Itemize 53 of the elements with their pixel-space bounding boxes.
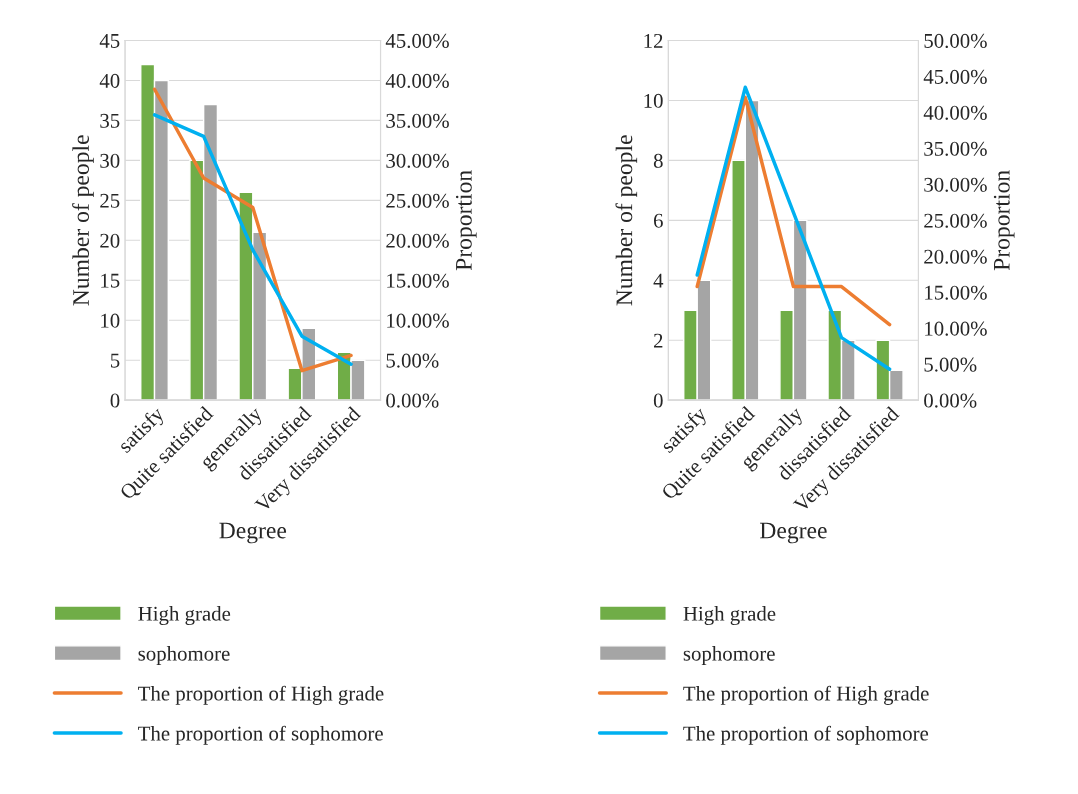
- y2-tick-label: 35.00%: [924, 141, 987, 156]
- y-tick-label: 20: [100, 233, 120, 248]
- y2-tick-label: 20.00%: [386, 233, 449, 248]
- legend-label: sophomore: [138, 646, 230, 665]
- y2-tick-label: 40.00%: [385, 73, 449, 88]
- y2-axis-title: Proportion: [455, 170, 477, 271]
- y2-tick-label: 50.00%: [924, 33, 987, 49]
- y2-tick-label: 20.00%: [924, 249, 987, 264]
- legend-label: The proportion of High grade: [138, 685, 384, 705]
- y2-tick-label: 45.00%: [923, 69, 987, 84]
- x-axis-title: Degree: [760, 522, 827, 544]
- y-axis-title: Number of people: [72, 135, 94, 306]
- y-tick-label: 15: [101, 273, 120, 288]
- y2-tick-label: 10.00%: [387, 313, 449, 328]
- legend-label: sophomore: [683, 646, 775, 665]
- y-tick-label: 45: [99, 34, 120, 48]
- y-tick-label: 12: [644, 33, 663, 48]
- y2-tick-label: 30.00%: [924, 177, 987, 192]
- x-axis-title: Degree: [219, 522, 287, 544]
- y2-tick-label: 40.00%: [923, 105, 987, 120]
- y-tick-label: 8: [653, 153, 663, 168]
- y-tick-label: 5: [110, 353, 120, 368]
- y2-tick-label: 0.00%: [924, 393, 977, 408]
- legend-label: The proportion of sophomore: [683, 725, 929, 745]
- y-tick-label: 6: [653, 213, 663, 228]
- y2-tick-label: 5.00%: [924, 357, 977, 372]
- y-axis-title: Number of people: [615, 135, 638, 306]
- y-tick-label: 2: [654, 333, 663, 348]
- y2-tick-label: 0.00%: [386, 393, 439, 408]
- y-tick-label: 30: [100, 153, 120, 168]
- y2-tick-label: 45.00%: [385, 33, 449, 49]
- legend-label: High grade: [138, 606, 231, 626]
- y-tick-label: 25: [100, 193, 120, 208]
- y2-tick-label: 25.00%: [924, 213, 987, 228]
- y-tick-label: 0: [110, 393, 120, 408]
- y-tick-label: 40: [99, 73, 120, 88]
- y2-tick-label: 25.00%: [386, 193, 449, 208]
- y-tick-label: 10: [644, 93, 663, 108]
- y-tick-label: 10: [101, 313, 120, 328]
- legend-label: The proportion of High grade: [683, 685, 929, 705]
- y2-axis-title: Proportion: [993, 170, 1015, 271]
- y-tick-label: 0: [653, 393, 663, 408]
- line-series: [695, 85, 892, 371]
- y2-tick-label: 5.00%: [386, 353, 439, 368]
- y2-tick-label: 15.00%: [387, 273, 449, 288]
- y2-tick-label: 30.00%: [386, 153, 449, 168]
- legend-label: High grade: [683, 606, 776, 626]
- y-tick-label: 35: [100, 113, 120, 128]
- y-tick-label: 4: [653, 273, 664, 288]
- y2-tick-label: 15.00%: [925, 285, 987, 300]
- y2-tick-label: 35.00%: [386, 113, 449, 128]
- y2-tick-label: 10.00%: [925, 321, 987, 336]
- legend-label: The proportion of sophomore: [138, 725, 383, 745]
